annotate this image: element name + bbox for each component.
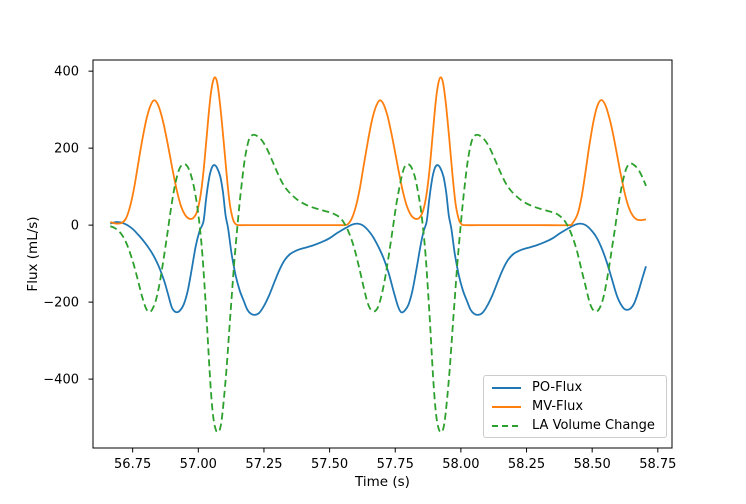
legend-label-po-flux: PO-Flux — [532, 380, 583, 395]
y-tick-label: −200 — [43, 296, 79, 311]
series-line-mv-flux — [110, 76, 647, 227]
x-tick-label: 57.25 — [245, 457, 282, 472]
legend-item-mv-flux: MV-Flux — [492, 397, 658, 416]
x-tick-label: 58.50 — [574, 457, 611, 472]
legend-item-po-flux: PO-Flux — [492, 378, 658, 397]
x-tick-label: 58.75 — [639, 457, 676, 472]
plot-area-border — [92, 59, 673, 449]
mv-flux-line-sample — [492, 405, 521, 408]
series-line-po-flux — [110, 164, 647, 316]
la-volume-change-line-sample — [492, 424, 521, 427]
x-axis-label: Time (s) — [354, 474, 410, 490]
y-tick-label: 200 — [54, 142, 79, 157]
legend-label-mv-flux: MV-Flux — [532, 399, 584, 414]
po-flux-line-sample — [492, 386, 521, 389]
x-tick-label: 58.25 — [508, 457, 545, 472]
x-tick-label: 57.00 — [180, 457, 217, 472]
legend: PO-Flux MV-Flux LA Volume Change — [483, 375, 667, 438]
x-tick-label: 57.50 — [311, 457, 348, 472]
legend-label-la-volume-change: LA Volume Change — [532, 418, 655, 433]
axis-ticks: 56.75 57.00 57.25 57.50 57.75 58.00 58.25 58.50… — [43, 65, 676, 472]
y-tick-label: 400 — [54, 65, 79, 80]
x-tick-label: 58.00 — [442, 457, 479, 472]
series-lines — [110, 76, 647, 434]
y-tick-label: −400 — [43, 373, 79, 388]
y-axis-label: Flux (mL/s) — [25, 216, 41, 291]
series-line-la-volume-change — [110, 133, 647, 434]
legend-item-la-volume-change: LA Volume Change — [492, 416, 658, 435]
x-tick-label: 56.75 — [114, 457, 151, 472]
y-tick-label: 0 — [71, 219, 79, 234]
x-tick-label: 57.75 — [377, 457, 414, 472]
